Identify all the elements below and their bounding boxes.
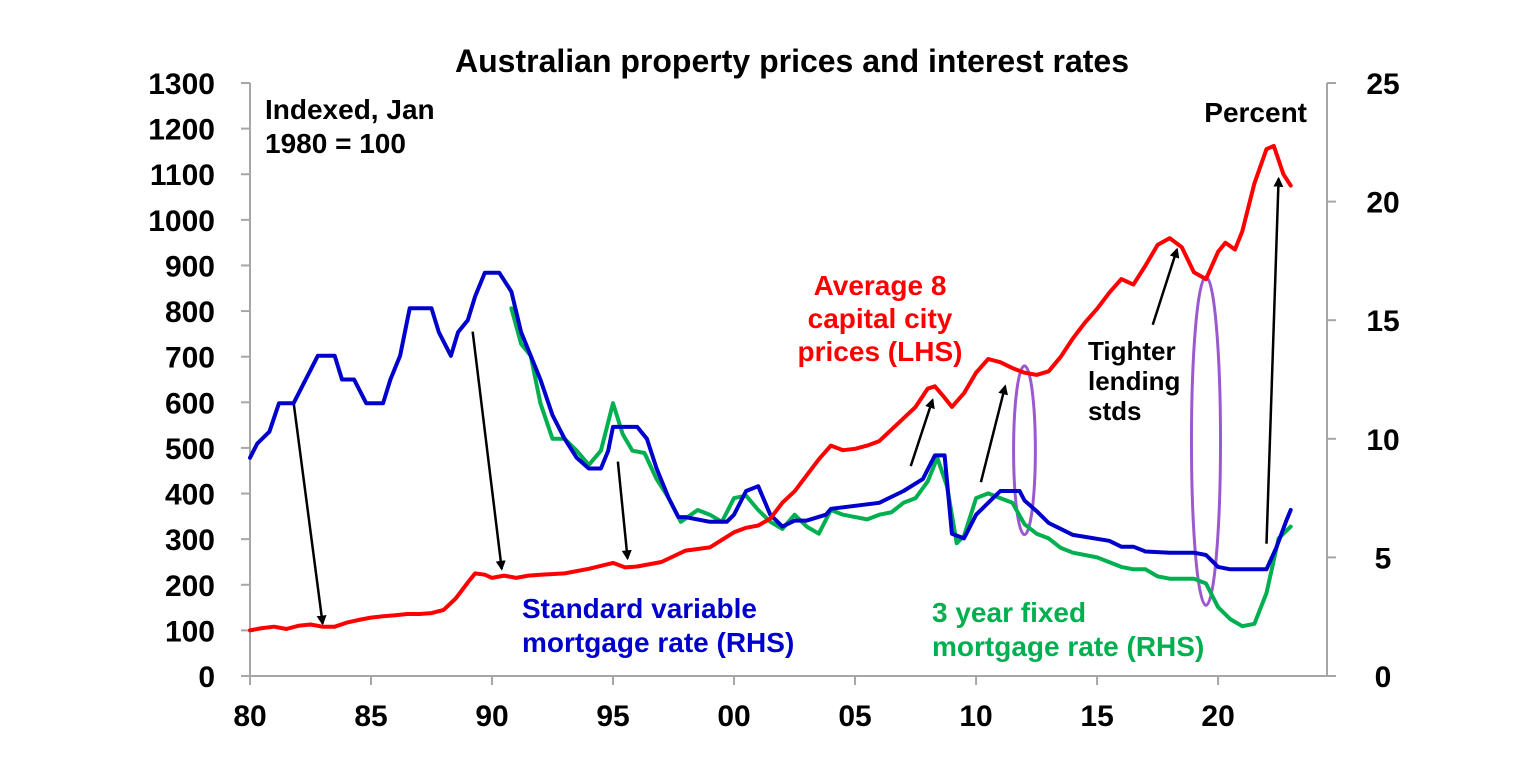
series-label-fixed-line-2: mortgage rate (RHS)	[932, 631, 1204, 662]
left-tick-label: 0	[198, 661, 215, 694]
series-label-prices-line-3: prices (LHS)	[798, 336, 963, 367]
series-lines	[248, 143, 1293, 633]
annotation-arrow	[909, 398, 935, 467]
x-tick-label: 15	[1080, 700, 1113, 733]
left-tick-label: 1200	[148, 114, 215, 147]
annotation-tighter-lending-line-1: Tighter	[1088, 336, 1176, 366]
left-axis-label-line-2: 1980 = 100	[265, 128, 406, 159]
left-tick-label: 300	[165, 524, 215, 557]
right-tick-label: 20	[1366, 187, 1399, 220]
axes: 0100200300400500600700800900100011001200…	[148, 68, 1399, 733]
left-tick-label: 500	[165, 433, 215, 466]
annotation-arrow	[1265, 176, 1284, 544]
left-tick-label: 1300	[148, 68, 215, 101]
series-label-prices-line-1: Average 8	[814, 270, 947, 301]
x-tick-label: 90	[475, 700, 508, 733]
left-tick-label: 100	[165, 615, 215, 648]
x-tick-label: 00	[717, 700, 750, 733]
chart-title: Australian property prices and interest …	[455, 43, 1129, 79]
series-label-standard-variable-line-2: mortgage rate (RHS)	[522, 627, 794, 658]
left-tick-label: 700	[165, 342, 215, 375]
left-tick-label: 400	[165, 479, 215, 512]
annotation-tighter-lending-line-2: lending	[1088, 366, 1180, 396]
annotation-arrow	[616, 461, 632, 561]
series-label-fixed-line-1: 3 year fixed	[932, 597, 1086, 628]
series-line-prices	[248, 143, 1293, 633]
series-label-prices-line-2: capital city	[808, 303, 953, 334]
left-tick-label: 900	[165, 250, 215, 283]
annotation-ellipse	[1012, 364, 1037, 537]
series-line-standard-variable	[248, 270, 1293, 572]
annotation-arrow	[292, 402, 327, 626]
right-tick-label: 0	[1375, 661, 1392, 694]
left-tick-label: 600	[165, 387, 215, 420]
right-axis-label: Percent	[1204, 97, 1307, 128]
annotation-arrow	[471, 331, 506, 571]
x-tick-label: 80	[233, 700, 266, 733]
x-tick-label: 20	[1201, 700, 1234, 733]
left-tick-label: 200	[165, 570, 215, 603]
right-tick-label: 15	[1366, 305, 1399, 338]
series-line-fixed	[509, 306, 1293, 629]
left-axis-label-line-1: Indexed, Jan	[265, 94, 435, 125]
annotation-tighter-lending-line-3: stds	[1088, 396, 1141, 426]
x-tick-label: 85	[354, 700, 387, 733]
right-tick-label: 10	[1366, 424, 1399, 457]
right-tick-label: 25	[1366, 68, 1399, 101]
x-tick-label: 10	[959, 700, 992, 733]
left-tick-label: 1100	[150, 159, 215, 192]
x-tick-label: 95	[596, 700, 629, 733]
left-tick-label: 1000	[148, 205, 215, 238]
annotation-arrow	[979, 384, 1008, 483]
series-label-standard-variable-line-1: Standard variable	[522, 593, 757, 624]
left-tick-label: 800	[165, 296, 215, 329]
x-tick-label: 05	[838, 700, 871, 733]
annotation-arrow	[1151, 247, 1180, 326]
right-tick-label: 5	[1375, 542, 1392, 575]
